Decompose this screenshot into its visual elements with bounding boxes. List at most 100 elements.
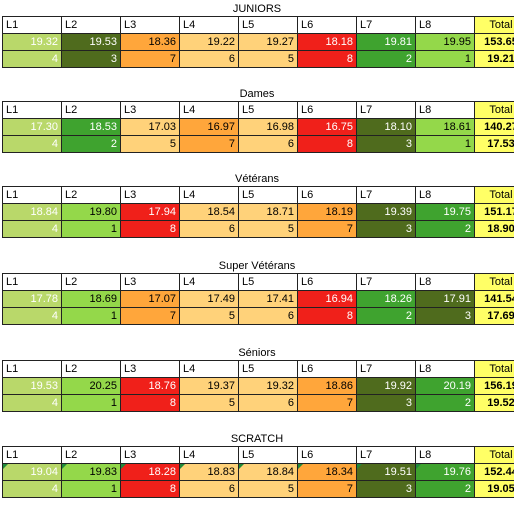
cell[interactable]: 3 [356, 480, 416, 498]
cell[interactable]: 18.71 [238, 203, 298, 221]
cell[interactable]: L5 [238, 186, 298, 204]
total-cell[interactable]: 151.17 [474, 203, 514, 221]
cell[interactable]: L8 [415, 186, 475, 204]
cell[interactable]: 18.53 [61, 118, 121, 136]
cell[interactable]: L3 [120, 16, 180, 34]
cell[interactable]: 20.25 [61, 377, 121, 395]
cell[interactable]: 18.86 [297, 377, 357, 395]
cell[interactable]: 18.28 [120, 463, 180, 481]
cell[interactable]: 18.36 [120, 33, 180, 51]
cell[interactable]: 19.04 [2, 463, 62, 481]
cell[interactable]: 1 [61, 220, 121, 238]
cell[interactable]: 1 [61, 480, 121, 498]
cell[interactable]: 18.84 [238, 463, 298, 481]
cell[interactable]: 6 [238, 307, 298, 325]
cell[interactable]: L4 [179, 360, 239, 378]
cell[interactable]: 19.80 [61, 203, 121, 221]
cell[interactable]: 6 [179, 480, 239, 498]
cell[interactable]: 18.84 [2, 203, 62, 221]
cell[interactable]: L4 [179, 16, 239, 34]
cell[interactable]: 19.95 [415, 33, 475, 51]
cell[interactable]: 19.81 [356, 33, 416, 51]
cell[interactable]: L3 [120, 186, 180, 204]
cell[interactable]: 7 [297, 394, 357, 412]
cell[interactable]: L1 [2, 101, 62, 119]
cell[interactable]: L4 [179, 273, 239, 291]
cell[interactable]: 20.19 [415, 377, 475, 395]
cell[interactable]: 2 [356, 307, 416, 325]
cell[interactable]: 19.32 [2, 33, 62, 51]
cell[interactable]: 2 [356, 50, 416, 68]
total-cell[interactable]: 19.21 [474, 50, 514, 68]
total-cell[interactable]: Total [474, 273, 514, 291]
cell[interactable]: 17.03 [120, 118, 180, 136]
cell[interactable]: 3 [61, 50, 121, 68]
cell[interactable]: 16.75 [297, 118, 357, 136]
cell[interactable]: 6 [238, 135, 298, 153]
cell[interactable]: 2 [61, 135, 121, 153]
cell[interactable]: 19.53 [2, 377, 62, 395]
cell[interactable]: L2 [61, 273, 121, 291]
cell[interactable]: 17.91 [415, 290, 475, 308]
cell[interactable]: 16.94 [297, 290, 357, 308]
cell[interactable]: 17.41 [238, 290, 298, 308]
cell[interactable]: L1 [2, 186, 62, 204]
cell[interactable]: L7 [356, 273, 416, 291]
total-cell[interactable]: 140.27 [474, 118, 514, 136]
cell[interactable]: 3 [356, 135, 416, 153]
cell[interactable]: L5 [238, 101, 298, 119]
cell[interactable]: 6 [179, 50, 239, 68]
cell[interactable]: L8 [415, 273, 475, 291]
cell[interactable]: 19.22 [179, 33, 239, 51]
cell[interactable]: 5 [238, 50, 298, 68]
total-cell[interactable]: 153.65 [474, 33, 514, 51]
cell[interactable]: L2 [61, 360, 121, 378]
cell[interactable]: 1 [415, 135, 475, 153]
cell[interactable]: L4 [179, 186, 239, 204]
cell[interactable]: 8 [120, 480, 180, 498]
cell[interactable]: 18.34 [297, 463, 357, 481]
cell[interactable]: 17.94 [120, 203, 180, 221]
cell[interactable]: 19.83 [61, 463, 121, 481]
total-cell[interactable]: Total [474, 186, 514, 204]
cell[interactable]: 5 [120, 135, 180, 153]
cell[interactable]: 19.37 [179, 377, 239, 395]
cell[interactable]: 3 [356, 220, 416, 238]
cell[interactable]: 19.32 [238, 377, 298, 395]
cell[interactable]: L6 [297, 186, 357, 204]
cell[interactable]: 18.26 [356, 290, 416, 308]
cell[interactable]: 2 [415, 480, 475, 498]
cell[interactable]: 6 [179, 220, 239, 238]
cell[interactable]: L3 [120, 360, 180, 378]
cell[interactable]: L7 [356, 101, 416, 119]
cell[interactable]: 17.07 [120, 290, 180, 308]
cell[interactable]: 4 [2, 220, 62, 238]
total-cell[interactable]: 17.69 [474, 307, 514, 325]
cell[interactable]: 8 [297, 135, 357, 153]
cell[interactable]: 4 [2, 135, 62, 153]
cell[interactable]: 18.54 [179, 203, 239, 221]
cell[interactable]: L4 [179, 446, 239, 464]
cell[interactable]: L5 [238, 273, 298, 291]
cell[interactable]: 6 [238, 394, 298, 412]
cell[interactable]: 5 [179, 394, 239, 412]
cell[interactable]: 5 [238, 480, 298, 498]
cell[interactable]: L8 [415, 16, 475, 34]
cell[interactable]: L8 [415, 101, 475, 119]
cell[interactable]: 8 [297, 307, 357, 325]
cell[interactable]: 5 [179, 307, 239, 325]
cell[interactable]: 3 [356, 394, 416, 412]
cell[interactable]: 18.83 [179, 463, 239, 481]
cell[interactable]: 18.18 [297, 33, 357, 51]
cell[interactable]: L1 [2, 16, 62, 34]
cell[interactable]: 4 [2, 307, 62, 325]
cell[interactable]: 18.19 [297, 203, 357, 221]
total-cell[interactable]: Total [474, 446, 514, 464]
cell[interactable]: 8 [297, 50, 357, 68]
cell[interactable]: L6 [297, 446, 357, 464]
cell[interactable]: 1 [415, 50, 475, 68]
cell[interactable]: 7 [297, 480, 357, 498]
cell[interactable]: 2 [415, 220, 475, 238]
cell[interactable]: 19.76 [415, 463, 475, 481]
total-cell[interactable]: 141.54 [474, 290, 514, 308]
